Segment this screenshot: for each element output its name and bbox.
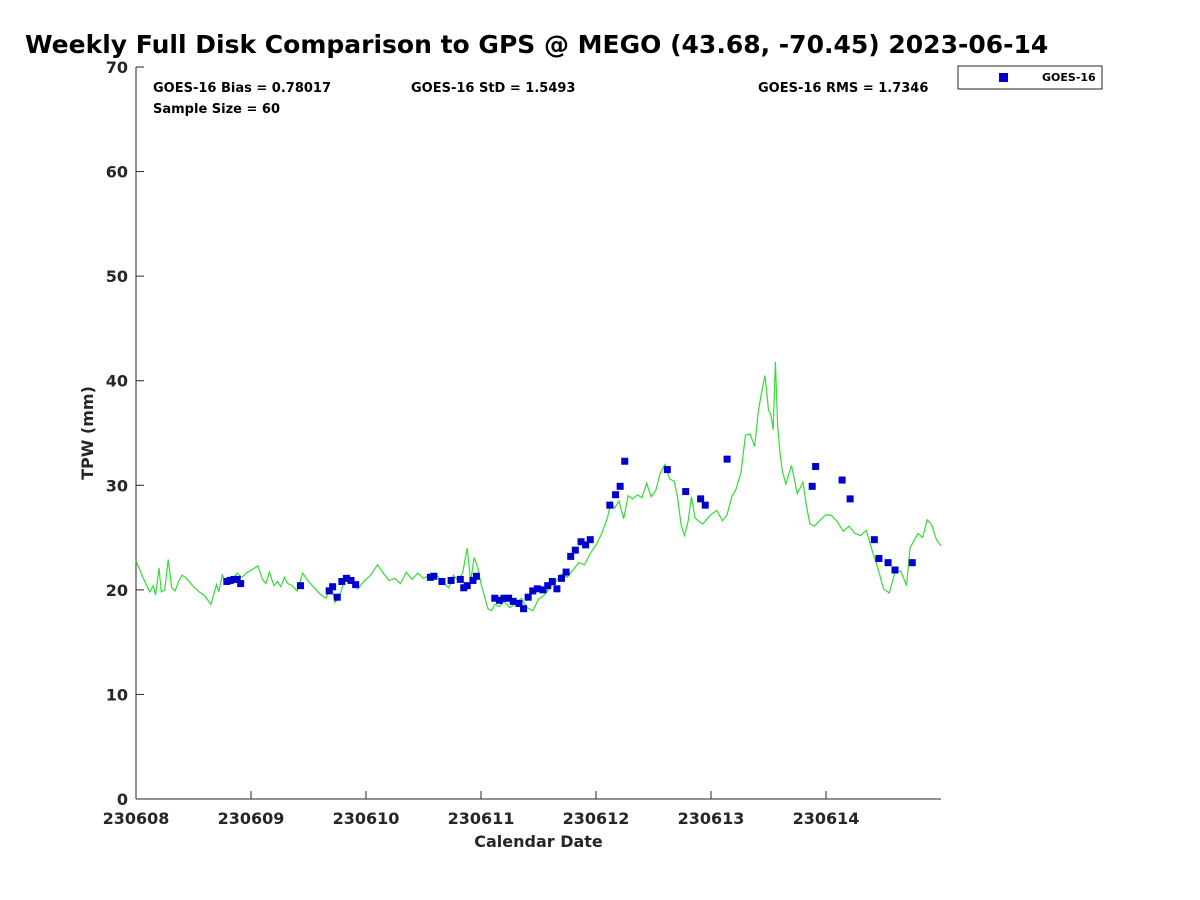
data-point [472, 572, 480, 580]
x-tick-label: 230614 [793, 809, 860, 828]
std-stat: GOES-16 StD = 1.5493 [411, 81, 575, 96]
data-point [663, 466, 671, 474]
x-tick-label: 230612 [563, 809, 630, 828]
data-point [500, 594, 508, 602]
data-point [333, 593, 341, 601]
data-point [505, 594, 513, 602]
data-point [529, 587, 537, 595]
x-axis-label: Calendar Date [474, 832, 603, 851]
x-tick-label: 230613 [678, 809, 745, 828]
data-point [491, 594, 499, 602]
data-point [509, 597, 517, 605]
data-point [582, 541, 590, 549]
data-point [237, 580, 245, 588]
data-point [233, 575, 241, 583]
data-point [553, 585, 561, 593]
data-point [347, 576, 355, 584]
data-point [870, 536, 878, 544]
data-point [908, 559, 916, 567]
x-tick-label: 230609 [218, 809, 285, 828]
data-point [571, 546, 579, 554]
data-point [520, 605, 528, 613]
data-point [612, 491, 620, 499]
sample-size-stat: Sample Size = 60 [153, 102, 280, 117]
y-tick-label: 60 [106, 163, 128, 182]
data-point [577, 538, 585, 546]
data-point [875, 554, 883, 562]
data-point [430, 572, 438, 580]
y-tick-label: 40 [106, 372, 128, 391]
data-point [723, 455, 731, 463]
rms-stat: GOES-16 RMS = 1.7346 [758, 81, 928, 96]
data-point [539, 586, 547, 594]
data-point [329, 583, 337, 591]
data-point [342, 574, 350, 582]
y-tick-label: 0 [117, 790, 128, 809]
data-point [838, 476, 846, 484]
data-point [524, 593, 532, 601]
plot-area: 0 10 20 30 40 50 60 70 230608 230609 230610 230611 2… [78, 58, 1103, 851]
data-point [846, 495, 854, 503]
x-tick-label: 230611 [448, 809, 515, 828]
data-point [558, 574, 565, 582]
y-axis-label: TPW (mm) [78, 386, 97, 480]
data-point [586, 536, 594, 544]
data-point [697, 495, 705, 503]
legend-label: GOES-16 [1042, 71, 1096, 84]
data-point [352, 581, 360, 589]
bias-stat: GOES-16 Bias = 0.78017 [153, 81, 331, 96]
data-point [682, 488, 690, 496]
data-point [495, 596, 503, 604]
data-point [515, 599, 523, 607]
y-tick-label: 20 [106, 581, 128, 600]
y-tick-label: 10 [106, 685, 128, 704]
legend-marker [999, 73, 1008, 82]
data-point [463, 582, 471, 590]
data-point [325, 587, 333, 595]
data-point [621, 457, 629, 465]
data-point [562, 568, 570, 576]
chart-title: Weekly Full Disk Comparison to GPS @ MEG… [25, 30, 1049, 59]
data-point [884, 559, 892, 567]
data-point [891, 566, 899, 574]
data-point [701, 501, 709, 509]
data-point [567, 552, 575, 560]
data-point [469, 576, 477, 584]
data-point [548, 577, 556, 585]
data-point [438, 577, 446, 585]
data-point [808, 482, 816, 490]
y-tick-label: 50 [106, 267, 128, 286]
data-point [456, 575, 464, 583]
data-point [812, 462, 820, 470]
x-tick-label: 230610 [333, 809, 400, 828]
x-tick-label: 230608 [103, 809, 170, 828]
legend-box [957, 65, 1103, 90]
data-point [296, 582, 304, 590]
legend: GOES-16 [957, 65, 1103, 90]
data-point [338, 577, 346, 585]
gps-line [135, 361, 942, 612]
data-point [447, 576, 455, 584]
y-tick-label: 30 [106, 476, 128, 495]
y-tick-label: 70 [106, 58, 128, 77]
data-point [606, 501, 614, 509]
data-point [544, 582, 552, 590]
data-point [533, 585, 541, 593]
data-point [616, 482, 624, 490]
